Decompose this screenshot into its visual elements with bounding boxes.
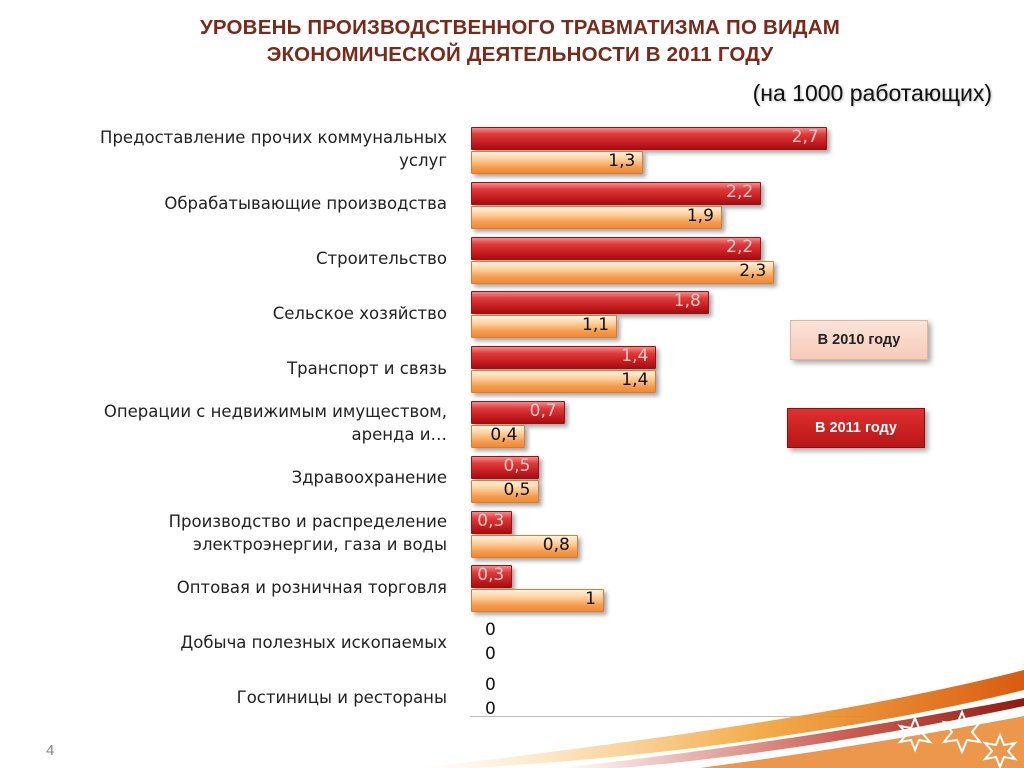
value-label-2010: 1,3	[608, 151, 636, 171]
value-label-2011: 1,4	[621, 346, 649, 367]
value-label-2011: 0	[485, 675, 496, 695]
bar-2011	[471, 401, 565, 424]
value-label-2010: 2,3	[739, 260, 767, 281]
value-label-2011: 0,5	[503, 455, 531, 476]
category-label: Операции с недвижимым имуществом, аренда…	[103, 402, 447, 444]
value-label-2010: 1,4	[621, 370, 649, 391]
bar-2011	[471, 127, 827, 150]
star-icon	[897, 709, 1018, 768]
bar-2011	[471, 565, 513, 589]
slide-title: УРОВЕНЬ ПРОИЗВОДСТВЕННОГО ТРАВМАТИЗМА ПО…	[150, 14, 890, 68]
value-label-2010: 1,1	[582, 315, 610, 336]
category-label: Обрабатывающие производства	[164, 194, 447, 214]
category-label: Оптовая и розничная торговля	[176, 577, 447, 597]
value-label-2011: 0,3	[477, 510, 505, 531]
bar-2011	[471, 236, 762, 260]
value-label-2011: 0,3	[477, 565, 505, 586]
bar-2010	[471, 205, 722, 229]
value-label-2010: 0,8	[542, 534, 570, 555]
value-label-2010: 1,9	[686, 205, 714, 226]
bar-2011	[471, 291, 709, 315]
chart-subtitle: (на 1000 работающих)	[752, 80, 992, 106]
category-label: Предоставление прочих коммунальных услуг	[100, 128, 447, 170]
value-label-2011: 1,8	[673, 291, 701, 312]
bar-2010	[471, 534, 578, 558]
value-label-2011: 0,7	[529, 401, 557, 421]
bar-2010	[471, 479, 539, 503]
bar-2010	[471, 260, 775, 284]
bar-2010	[471, 370, 657, 394]
value-label-2011: 2,2	[726, 181, 754, 202]
slide-title-line-1: УРОВЕНЬ ПРОИЗВОДСТВЕННОГО ТРАВМАТИЗМА ПО…	[199, 16, 841, 39]
bar-2010	[471, 151, 644, 174]
category-label: Транспорт и связь	[287, 358, 447, 378]
value-label-2010: 1	[585, 589, 596, 610]
legend-2010: В 2010 году	[790, 320, 928, 360]
value-label-2010: 0	[485, 644, 496, 665]
value-label-2011: 2,7	[791, 127, 819, 147]
bar-2010	[471, 425, 526, 448]
category-label: Гостиницы и рестораны	[236, 687, 447, 707]
category-label: Здравоохранение	[291, 468, 447, 488]
category-label: Добыча полезных ископаемых	[180, 632, 447, 652]
bar-2011	[471, 346, 657, 370]
value-label-2010: 0,4	[490, 425, 518, 445]
bar-2010	[471, 315, 618, 339]
page-number: 4	[46, 742, 55, 759]
category-label: Сельское хозяйство	[272, 303, 447, 323]
value-label-2010: 0,5	[503, 479, 531, 500]
category-label: Производство и распределение электроэнер…	[168, 511, 447, 554]
bar-2011	[471, 181, 762, 205]
category-label: Строительство	[316, 249, 447, 269]
category-axis-line	[470, 716, 866, 717]
value-label-2011: 2,2	[726, 236, 754, 257]
slide-title-line-2: ЭКОНОМИЧЕСКОЙ ДЕЯТЕЛЬНОСТИ В 2011 ГОДУ	[266, 43, 774, 66]
bar-2010	[471, 589, 604, 613]
value-label-2011: 0	[485, 620, 496, 641]
legend-2011: В 2011 году	[787, 408, 925, 448]
bar-2011	[471, 455, 539, 479]
bar-2011	[471, 510, 513, 534]
